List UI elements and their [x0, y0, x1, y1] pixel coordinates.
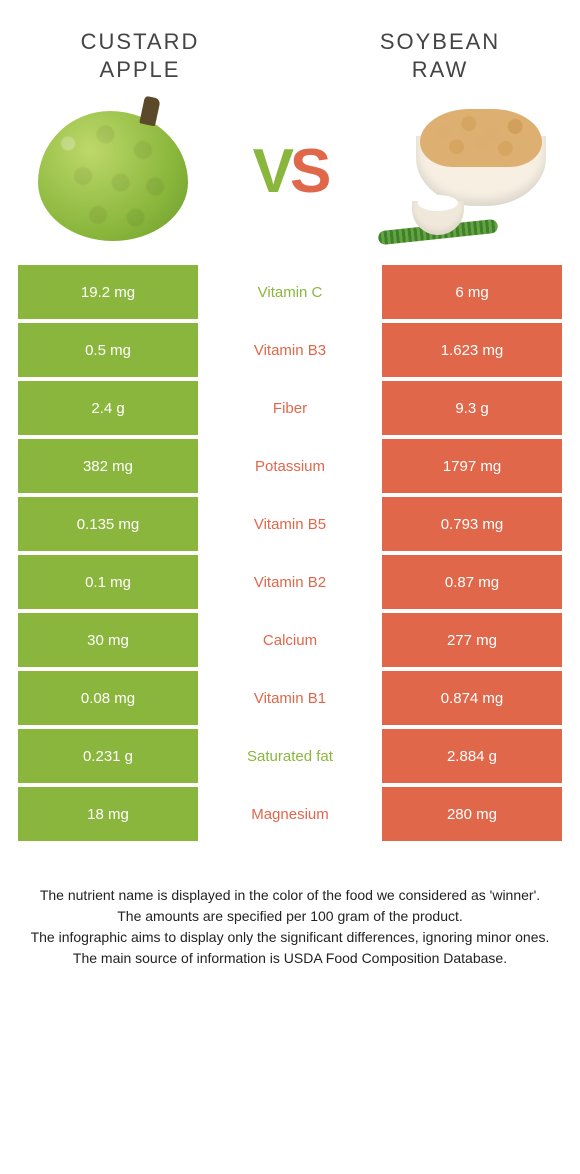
left-food-line2: APPLE: [50, 56, 230, 84]
right-value-cell: 2.884 g: [382, 729, 562, 783]
table-row: 0.231 gSaturated fat2.884 g: [18, 729, 562, 783]
nutrient-name: Saturated fat: [198, 729, 382, 783]
left-value-cell: 2.4 g: [18, 381, 198, 435]
left-value-cell: 30 mg: [18, 613, 198, 667]
right-food-title: SOYBEAN RAW: [350, 28, 530, 83]
table-row: 18 mgMagnesium280 mg: [18, 787, 562, 841]
left-value-cell: 0.231 g: [18, 729, 198, 783]
right-value-cell: 0.87 mg: [382, 555, 562, 609]
left-value-cell: 0.08 mg: [18, 671, 198, 725]
table-row: 382 mgPotassium1797 mg: [18, 439, 562, 493]
left-food-title: CUSTARD APPLE: [50, 28, 230, 83]
nutrient-name: Vitamin B3: [198, 323, 382, 377]
right-value-cell: 0.793 mg: [382, 497, 562, 551]
images-row: VS: [0, 101, 580, 265]
footer-line4: The main source of information is USDA F…: [26, 948, 554, 969]
right-food-line2: RAW: [350, 56, 530, 84]
nutrient-name: Vitamin B2: [198, 555, 382, 609]
table-row: 19.2 mgVitamin C6 mg: [18, 265, 562, 319]
nutrient-name: Calcium: [198, 613, 382, 667]
nutrient-name: Fiber: [198, 381, 382, 435]
left-value-cell: 382 mg: [18, 439, 198, 493]
left-food-line1: CUSTARD: [50, 28, 230, 56]
right-value-cell: 9.3 g: [382, 381, 562, 435]
table-row: 0.135 mgVitamin B50.793 mg: [18, 497, 562, 551]
table-row: 0.08 mgVitamin B10.874 mg: [18, 671, 562, 725]
soybean-image: [382, 101, 552, 241]
nutrient-name: Magnesium: [198, 787, 382, 841]
left-value-cell: 18 mg: [18, 787, 198, 841]
right-value-cell: 280 mg: [382, 787, 562, 841]
vs-label: VS: [253, 136, 328, 207]
header: CUSTARD APPLE SOYBEAN RAW: [0, 0, 580, 101]
left-value-cell: 0.5 mg: [18, 323, 198, 377]
right-value-cell: 1.623 mg: [382, 323, 562, 377]
vs-s: S: [290, 136, 327, 207]
footer-line3: The infographic aims to display only the…: [26, 927, 554, 948]
right-value-cell: 6 mg: [382, 265, 562, 319]
table-row: 0.1 mgVitamin B20.87 mg: [18, 555, 562, 609]
table-row: 0.5 mgVitamin B31.623 mg: [18, 323, 562, 377]
right-value-cell: 277 mg: [382, 613, 562, 667]
table-row: 2.4 gFiber9.3 g: [18, 381, 562, 435]
right-value-cell: 1797 mg: [382, 439, 562, 493]
left-value-cell: 19.2 mg: [18, 265, 198, 319]
right-food-line1: SOYBEAN: [350, 28, 530, 56]
nutrient-name: Vitamin B5: [198, 497, 382, 551]
vs-v: V: [253, 136, 290, 207]
comparison-table: 19.2 mgVitamin C6 mg0.5 mgVitamin B31.62…: [0, 265, 580, 841]
footer-line1: The nutrient name is displayed in the co…: [26, 885, 554, 906]
nutrient-name: Potassium: [198, 439, 382, 493]
left-value-cell: 0.135 mg: [18, 497, 198, 551]
right-value-cell: 0.874 mg: [382, 671, 562, 725]
nutrient-name: Vitamin B1: [198, 671, 382, 725]
nutrient-name: Vitamin C: [198, 265, 382, 319]
custard-apple-image: [28, 101, 198, 241]
footer-line2: The amounts are specified per 100 gram o…: [26, 906, 554, 927]
table-row: 30 mgCalcium277 mg: [18, 613, 562, 667]
footer-notes: The nutrient name is displayed in the co…: [0, 845, 580, 969]
left-value-cell: 0.1 mg: [18, 555, 198, 609]
